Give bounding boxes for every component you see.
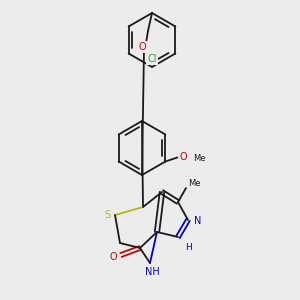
Text: Me: Me bbox=[194, 154, 206, 163]
Text: H: H bbox=[184, 242, 191, 251]
Text: N: N bbox=[194, 216, 202, 226]
Text: O: O bbox=[138, 42, 146, 52]
Text: Me: Me bbox=[188, 178, 200, 188]
Text: O: O bbox=[109, 252, 117, 262]
Text: NH: NH bbox=[145, 267, 159, 277]
Text: Cl: Cl bbox=[147, 54, 157, 64]
Text: O: O bbox=[180, 152, 187, 161]
Text: S: S bbox=[104, 210, 110, 220]
